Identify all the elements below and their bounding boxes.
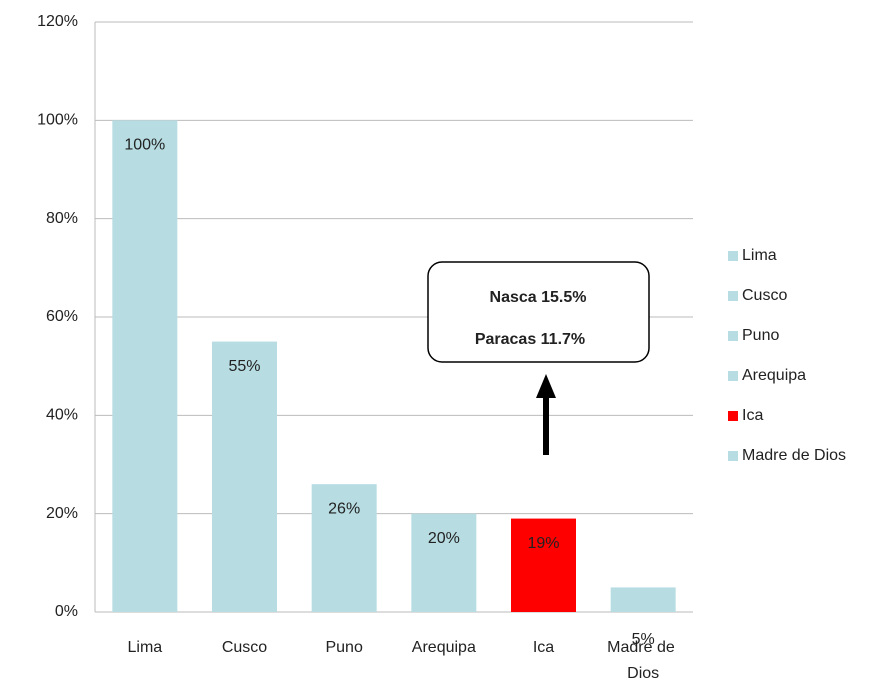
y-tick-label: 0% <box>55 603 78 620</box>
x-tick-label: Lima <box>127 639 162 656</box>
legend-label: Puno <box>742 327 779 344</box>
arrow-head <box>536 374 556 398</box>
value-label: 20% <box>428 530 460 547</box>
y-tick-label: 60% <box>46 308 78 325</box>
legend-swatch <box>728 331 738 341</box>
value-label: 55% <box>228 358 260 375</box>
legend-swatch <box>728 291 738 301</box>
y-tick-label: 40% <box>46 407 78 424</box>
value-label: 5% <box>632 631 655 648</box>
bar <box>112 120 178 612</box>
annotation: Nasca 15.5% <box>490 289 587 306</box>
annotation: Paracas 11.7% <box>475 331 585 348</box>
bar <box>411 513 477 612</box>
x-tick-label: Puno <box>325 639 362 656</box>
legend-swatch <box>728 451 738 461</box>
value-label: 100% <box>124 137 165 154</box>
bar <box>311 484 377 612</box>
x-tick-label: Madre de Dios <box>607 639 679 682</box>
legend-label: Ica <box>742 407 763 424</box>
legend-swatch <box>728 411 738 421</box>
y-tick-label: 120% <box>37 13 78 30</box>
legend-label: Madre de Dios <box>742 447 846 464</box>
x-tick-label: Cusco <box>222 639 267 656</box>
value-label: 19% <box>527 535 559 552</box>
y-tick-label: 80% <box>46 210 78 227</box>
value-label: 26% <box>328 500 360 517</box>
bar <box>212 341 277 612</box>
y-tick-label: 20% <box>46 505 78 522</box>
x-tick-label: Arequipa <box>412 639 476 656</box>
y-tick-label: 100% <box>37 112 78 129</box>
plot: 0% 20% 40% 60% 80% 100% 120% 100% Lima Lima 55% Cus… <box>37 13 846 682</box>
bar <box>511 518 576 612</box>
legend-label: Lima <box>742 247 777 264</box>
bar <box>610 587 676 612</box>
legend-label: Arequipa <box>742 367 806 384</box>
annotation-box <box>427 261 650 363</box>
legend-label: Cusco <box>742 287 787 304</box>
x-tick-label: Ica <box>533 639 554 656</box>
legend-swatch <box>728 251 738 261</box>
legend-swatch <box>728 371 738 381</box>
